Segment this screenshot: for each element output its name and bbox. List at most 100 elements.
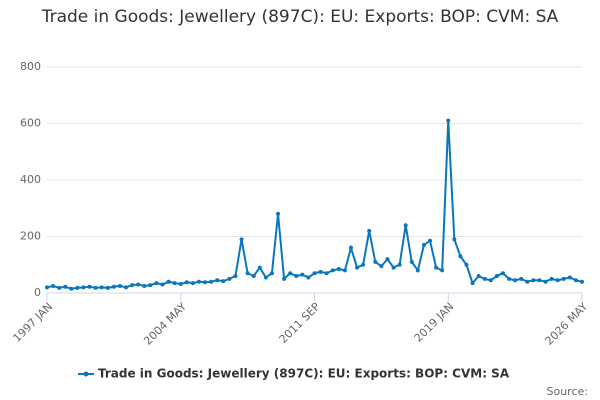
point (294, 274, 299, 279)
point (87, 284, 92, 289)
point (142, 283, 147, 288)
point (531, 278, 536, 283)
point (263, 275, 268, 280)
point (409, 259, 414, 264)
point (440, 268, 445, 273)
point (269, 271, 274, 276)
y-tick-label: 600 (20, 117, 41, 130)
point (318, 269, 323, 274)
legend-label: Trade in Goods: Jewellery (897C): EU: Ex… (98, 367, 510, 381)
point (196, 279, 201, 284)
point (166, 279, 171, 284)
point (178, 281, 183, 286)
point (251, 274, 256, 279)
point (148, 283, 153, 288)
point (257, 265, 262, 270)
point (282, 276, 287, 281)
point (63, 284, 68, 289)
point (75, 285, 80, 290)
point (421, 242, 426, 247)
point (379, 264, 384, 269)
point (452, 237, 457, 242)
point (57, 285, 62, 290)
x-tick-label: 2004 MAY (141, 300, 189, 348)
x-tick-label: 2019 JAN (412, 300, 457, 345)
chart-title: Trade in Goods: Jewellery (897C): EU: Ex… (41, 7, 559, 27)
point (519, 276, 524, 281)
y-tick-label: 800 (20, 60, 41, 73)
point (446, 118, 451, 123)
point (458, 254, 463, 259)
point (482, 276, 487, 281)
point (330, 268, 335, 273)
point (470, 281, 475, 286)
point (81, 285, 86, 290)
legend-marker (83, 371, 89, 377)
point (415, 268, 420, 273)
point (373, 259, 378, 264)
point (561, 276, 566, 281)
point (233, 274, 238, 279)
point (154, 281, 159, 286)
x-tick-label: 2011 SEP (277, 300, 323, 346)
point (567, 275, 572, 280)
point (428, 238, 433, 243)
point (203, 280, 208, 285)
point (276, 211, 281, 216)
point (336, 266, 341, 271)
point (464, 262, 469, 267)
point (549, 276, 554, 281)
point (537, 278, 542, 283)
point (111, 284, 116, 289)
x-tick-label: 2026 MAY (543, 300, 591, 348)
point (93, 285, 98, 290)
point (215, 278, 220, 283)
point (312, 271, 317, 276)
point (117, 283, 122, 288)
source: Source: (547, 385, 589, 398)
point (300, 272, 305, 277)
point (99, 285, 104, 290)
point (403, 223, 408, 228)
point (324, 271, 329, 276)
point (130, 283, 135, 288)
point (573, 278, 578, 283)
point (190, 281, 195, 286)
point (434, 265, 439, 270)
point (476, 274, 481, 279)
point (342, 268, 347, 273)
point (51, 283, 56, 288)
point (507, 276, 512, 281)
point (124, 285, 129, 290)
point (245, 271, 250, 276)
point (513, 278, 518, 283)
point (397, 262, 402, 267)
point (69, 286, 74, 291)
point (555, 278, 560, 283)
point (288, 271, 293, 276)
point (488, 278, 493, 283)
point (136, 282, 141, 287)
point (172, 281, 177, 286)
point (184, 280, 189, 285)
point (361, 262, 366, 267)
y-tick-label: 400 (20, 173, 41, 186)
point (105, 285, 110, 290)
point (494, 274, 499, 279)
point (543, 279, 548, 284)
point (385, 257, 390, 262)
point (391, 265, 396, 270)
point (355, 265, 360, 270)
point (239, 237, 244, 242)
point (306, 275, 311, 280)
y-tick-label: 0 (34, 286, 41, 299)
point (209, 279, 214, 284)
point (227, 276, 232, 281)
point (221, 279, 226, 284)
y-tick-label: 200 (20, 230, 41, 243)
point (160, 282, 165, 287)
x-tick-label: 1997 JAN (10, 300, 55, 345)
point (525, 279, 530, 284)
